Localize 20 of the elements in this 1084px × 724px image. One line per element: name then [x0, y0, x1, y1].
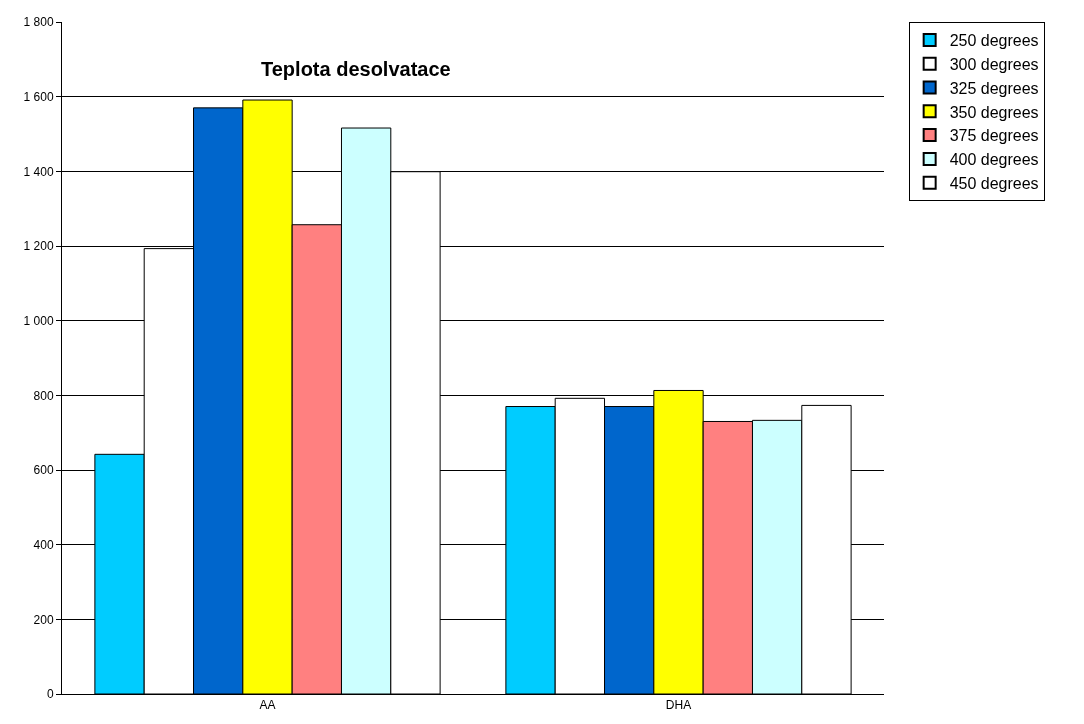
legend-label: 300 degrees: [949, 55, 1039, 73]
legend-label: 250 degrees: [949, 32, 1039, 50]
y-tick-label: 1 600: [23, 89, 54, 104]
legend-label: 325 degrees: [949, 79, 1039, 97]
y-tick-label: 1 200: [23, 239, 54, 254]
x-tick-label: AA: [259, 698, 276, 713]
legend-label: 450 degrees: [949, 174, 1039, 192]
y-tick-label: 1 400: [23, 164, 54, 179]
text: Teplota desolvatace: [261, 58, 451, 80]
y-tick-label: 600: [33, 463, 54, 478]
x-tick-label: DHA: [665, 698, 692, 713]
y-tick-label: 1 000: [23, 313, 54, 328]
legend-label: 400 degrees: [949, 151, 1039, 169]
y-tick-label: 800: [33, 388, 54, 403]
y-tick-label: 0: [46, 687, 54, 702]
y-tick-label: 200: [33, 612, 54, 627]
y-tick-label: 400: [33, 537, 54, 552]
legend-label: 375 degrees: [949, 127, 1039, 145]
legend-label: 350 degrees: [949, 103, 1039, 121]
y-tick-label: 1 800: [23, 15, 54, 30]
